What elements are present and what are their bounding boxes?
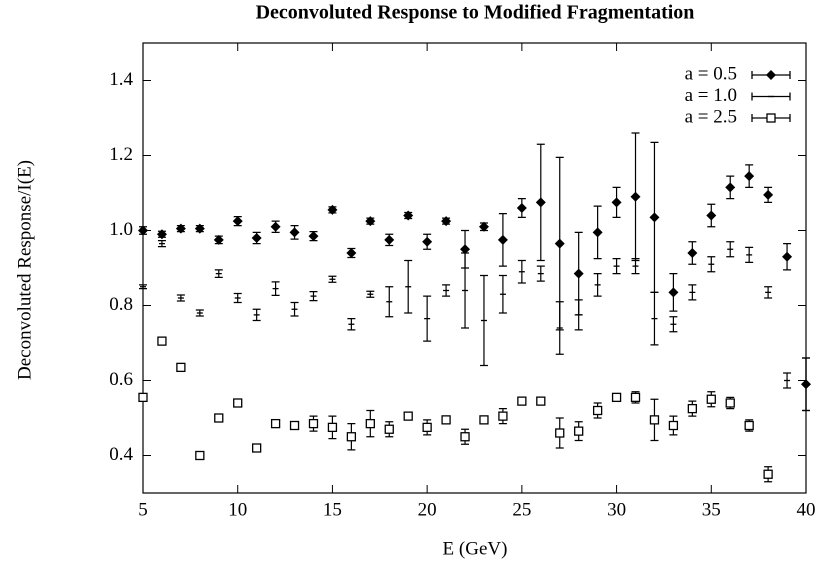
marker bbox=[441, 415, 451, 425]
marker bbox=[308, 418, 319, 429]
x-tick-label: 30 bbox=[607, 499, 626, 520]
marker bbox=[365, 418, 375, 429]
x-tick-label: 25 bbox=[512, 499, 531, 520]
marker bbox=[611, 392, 622, 403]
marker bbox=[592, 405, 603, 416]
marker bbox=[744, 420, 754, 431]
marker bbox=[744, 171, 755, 182]
marker bbox=[460, 432, 470, 442]
x-tick-label: 10 bbox=[228, 499, 247, 520]
x-tick-label: 20 bbox=[418, 499, 437, 520]
marker bbox=[289, 227, 300, 238]
y-tick-label: 0.4 bbox=[109, 444, 133, 465]
marker bbox=[630, 392, 641, 403]
marker bbox=[536, 396, 546, 406]
marker bbox=[460, 244, 471, 255]
marker bbox=[422, 236, 433, 247]
marker bbox=[687, 248, 698, 258]
legend-label: a = 1.0 bbox=[685, 85, 737, 106]
marker bbox=[535, 197, 546, 208]
marker bbox=[175, 223, 186, 234]
marker bbox=[555, 428, 565, 438]
legend-label: a = 0.5 bbox=[685, 63, 737, 84]
x-tick-label: 5 bbox=[138, 499, 148, 520]
marker bbox=[725, 398, 735, 408]
marker bbox=[668, 287, 679, 298]
marker bbox=[346, 432, 357, 442]
y-tick-label: 1.4 bbox=[109, 69, 133, 90]
marker bbox=[782, 251, 793, 262]
marker bbox=[516, 203, 527, 213]
legend-label: a = 2.5 bbox=[685, 106, 737, 127]
marker bbox=[138, 392, 148, 403]
marker bbox=[384, 234, 395, 245]
marker bbox=[138, 225, 148, 236]
y-tick-label: 1.0 bbox=[109, 219, 133, 240]
marker bbox=[365, 216, 376, 227]
marker bbox=[251, 233, 262, 243]
marker bbox=[270, 418, 281, 429]
marker bbox=[403, 210, 414, 221]
marker bbox=[479, 415, 489, 425]
marker bbox=[213, 234, 224, 245]
legend-marker bbox=[766, 70, 776, 80]
y-tick-label: 0.8 bbox=[109, 294, 133, 315]
chart-title: Deconvoluted Response to Modified Fragme… bbox=[256, 2, 695, 24]
marker bbox=[649, 212, 660, 223]
marker bbox=[384, 424, 394, 434]
marker bbox=[270, 221, 281, 232]
plot-frame bbox=[142, 42, 807, 494]
marker bbox=[725, 182, 736, 193]
marker bbox=[498, 411, 508, 421]
marker bbox=[289, 420, 300, 431]
marker bbox=[668, 420, 679, 431]
marker bbox=[232, 216, 243, 227]
marker bbox=[441, 216, 452, 227]
marker bbox=[706, 394, 716, 404]
marker bbox=[346, 248, 357, 258]
marker bbox=[308, 231, 319, 242]
marker bbox=[554, 238, 565, 249]
marker bbox=[763, 189, 774, 200]
x-tick-label: 15 bbox=[323, 499, 342, 520]
marker bbox=[327, 422, 338, 433]
marker bbox=[573, 268, 584, 279]
marker bbox=[497, 234, 508, 245]
y-tick-label: 0.6 bbox=[109, 369, 133, 390]
marker bbox=[157, 336, 167, 346]
marker bbox=[592, 227, 603, 238]
marker bbox=[630, 191, 641, 202]
x-axis-label: E (GeV) bbox=[443, 538, 508, 559]
marker bbox=[195, 450, 205, 461]
marker bbox=[706, 210, 717, 221]
marker bbox=[176, 362, 186, 373]
marker bbox=[156, 229, 167, 240]
marker bbox=[233, 398, 243, 408]
marker bbox=[214, 413, 224, 423]
x-tick-label: 40 bbox=[797, 499, 816, 520]
marker bbox=[252, 443, 262, 453]
marker bbox=[422, 422, 432, 433]
marker bbox=[327, 204, 338, 215]
marker bbox=[194, 223, 205, 234]
marker bbox=[478, 221, 489, 232]
legend-marker bbox=[766, 113, 776, 123]
marker bbox=[574, 426, 584, 436]
marker bbox=[517, 396, 527, 406]
marker bbox=[687, 403, 697, 414]
marker bbox=[403, 411, 413, 421]
marker bbox=[611, 197, 622, 208]
marker bbox=[763, 469, 773, 479]
y-tick-label: 1.2 bbox=[109, 144, 133, 165]
x-tick-label: 35 bbox=[702, 499, 721, 520]
marker bbox=[649, 415, 660, 425]
y-axis-label: Deconvoluted Response/I(E) bbox=[14, 160, 35, 380]
